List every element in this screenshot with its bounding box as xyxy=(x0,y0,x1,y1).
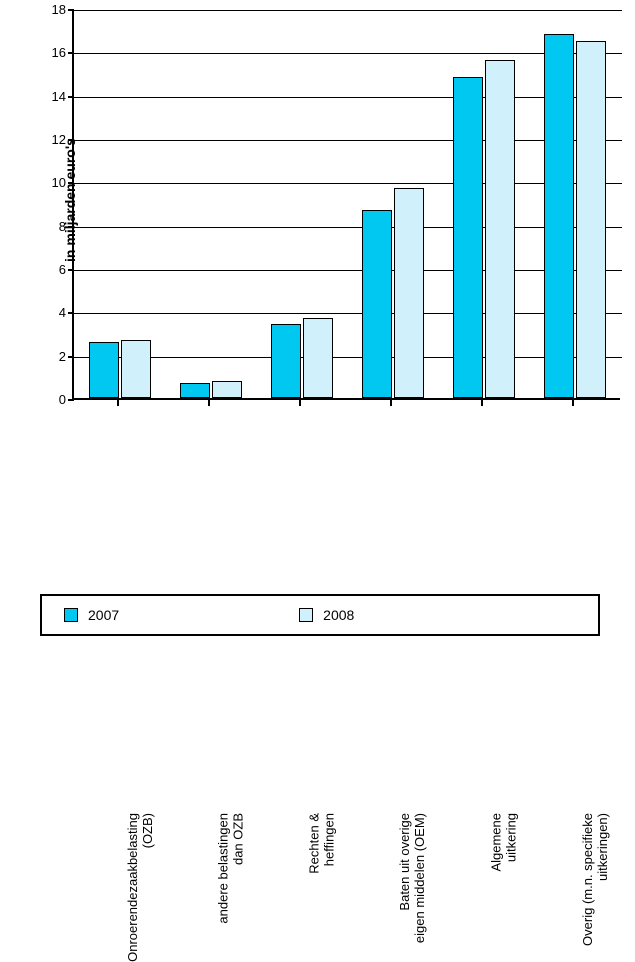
bar-2007 xyxy=(544,34,574,398)
gridline xyxy=(74,10,622,11)
xtick-label: Overig (m.n. specifiekeuitkeringen) xyxy=(580,813,610,946)
xtick-mark xyxy=(572,400,574,406)
bar-2008 xyxy=(394,188,424,398)
gridline xyxy=(74,53,622,54)
xtick-label: Rechten &heffingen xyxy=(307,813,337,874)
bar-2008 xyxy=(576,41,606,399)
legend-label-2007: 2007 xyxy=(88,607,119,623)
xtick-mark xyxy=(117,400,119,406)
ytick-mark xyxy=(68,226,74,228)
ytick-label: 14 xyxy=(36,90,66,103)
ytick-mark xyxy=(68,356,74,358)
ytick-label: 18 xyxy=(36,3,66,16)
plot xyxy=(72,10,620,400)
legend-label-2008: 2008 xyxy=(323,607,354,623)
gridline xyxy=(74,97,622,98)
ytick-label: 6 xyxy=(36,263,66,276)
xtick-label: Algemeneuitkering xyxy=(489,813,519,872)
legend-swatch-2008 xyxy=(299,608,313,622)
xtick-label: andere belastingendan OZB xyxy=(216,813,246,924)
ytick-mark xyxy=(68,9,74,11)
bar-2007 xyxy=(271,324,301,398)
ytick-mark xyxy=(68,139,74,141)
bar-2007 xyxy=(362,210,392,399)
ytick-label: 10 xyxy=(36,176,66,189)
legend-item-2007: 2007 xyxy=(64,607,119,623)
ytick-mark xyxy=(68,312,74,314)
ytick-mark xyxy=(68,182,74,184)
chart-plot-area: Onroerendezaakbelasting(OZB)andere belas… xyxy=(72,10,620,400)
ytick-label: 16 xyxy=(36,46,66,59)
xtick-label: Onroerendezaakbelasting(OZB) xyxy=(125,813,155,962)
bar-2008 xyxy=(121,340,151,399)
gridline xyxy=(74,183,622,184)
legend-swatch-2007 xyxy=(64,608,78,622)
ytick-mark xyxy=(68,52,74,54)
ytick-mark xyxy=(68,269,74,271)
bar-2007 xyxy=(89,342,119,398)
xtick-mark xyxy=(299,400,301,406)
ytick-mark xyxy=(68,96,74,98)
xtick-mark xyxy=(390,400,392,406)
ytick-label: 0 xyxy=(36,393,66,406)
ytick-label: 12 xyxy=(36,133,66,146)
ytick-label: 4 xyxy=(36,306,66,319)
gridline xyxy=(74,313,622,314)
xtick-label: Baten uit overigeeigen middelen (OEM) xyxy=(398,813,428,943)
xtick-mark xyxy=(481,400,483,406)
gridline xyxy=(74,140,622,141)
ytick-label: 8 xyxy=(36,220,66,233)
bar-2007 xyxy=(453,77,483,398)
xtick-mark xyxy=(208,400,210,406)
bar-2007 xyxy=(180,383,210,398)
bar-2008 xyxy=(212,381,242,398)
bar-2008 xyxy=(303,318,333,398)
ytick-mark xyxy=(68,399,74,401)
chart-container: in miljarden euro's Onroerendezaakbelast… xyxy=(0,0,635,646)
gridline xyxy=(74,227,622,228)
gridline xyxy=(74,270,622,271)
gridline xyxy=(74,357,622,358)
bar-2008 xyxy=(485,60,515,398)
legend: 2007 2008 xyxy=(40,594,600,636)
legend-item-2008: 2008 xyxy=(299,607,354,623)
ytick-label: 2 xyxy=(36,350,66,363)
